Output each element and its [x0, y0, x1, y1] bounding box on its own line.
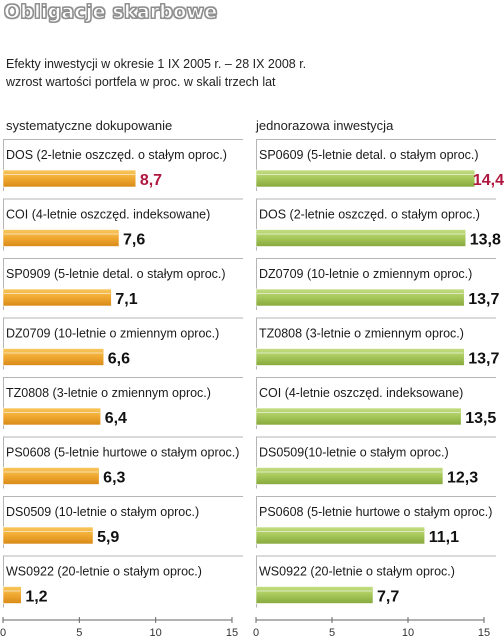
right-category-label: SP0609 (5-letnie detal. o stałym oproc.)	[259, 148, 479, 162]
right-category-label: DZ0709 (10-letnie o zmiennym oproc.)	[259, 267, 472, 281]
left-bar	[2, 288, 112, 307]
left-panel-title: systematyczne dokupowanie	[6, 118, 173, 133]
left-value-label: 7,1	[115, 291, 137, 308]
right-bar	[255, 407, 462, 426]
right-category-label: TZ0808 (3-letnie o zmiennym oproc.)	[259, 327, 464, 341]
right-category-label: WS0922 (20-letnie o stałym oproc.)	[259, 565, 455, 579]
right-value-label: 13,7	[468, 351, 499, 368]
left-x-tick-label: 10	[150, 627, 162, 639]
left-category-label: TZ0808 (3-letnie o zmiennym oproc.)	[6, 386, 211, 400]
subtitle-line-2: wzrost wartości portfela w proc. w skali…	[6, 75, 276, 89]
right-value-label: 13,8	[470, 232, 501, 249]
right-value-label: 14,4	[473, 172, 504, 189]
subtitle-line-1: Efekty inwestycji w okresie 1 IX 2005 r.…	[6, 57, 307, 71]
right-value-label: 7,7	[377, 589, 399, 606]
left-category-label: PS0608 (5-letnie hurtowe o stałym oproc.…	[6, 446, 239, 460]
right-x-tick-label: 0	[253, 627, 259, 639]
left-x-tick-label: 5	[76, 627, 82, 639]
right-category-label: PS0608 (5-letnie hurtowe o stałym oproc.…	[259, 505, 492, 519]
right-x-tick-label: 5	[329, 627, 335, 639]
right-bar	[255, 526, 426, 545]
right-category-label: DOS (2-letnie oszczęd. o stałym oproc.)	[259, 208, 480, 222]
right-value-label: 11,1	[429, 529, 459, 546]
left-bar	[2, 169, 137, 188]
left-category-label: WS0922 (20-letnie o stałym oproc.)	[6, 565, 202, 579]
right-bar	[255, 586, 374, 604]
right-category-label: COI (4-letnie oszczęd. indeksowane)	[259, 386, 463, 400]
right-value-label: 13,7	[468, 291, 499, 308]
left-value-label: 6,6	[108, 351, 130, 368]
left-category-label: SP0909 (5-letnie detal. o stałym oproc.)	[6, 267, 226, 281]
left-value-label: 7,6	[123, 232, 145, 249]
left-category-label: DZ0709 (10-letnie o zmiennym oproc.)	[6, 327, 219, 341]
right-bar	[255, 169, 476, 188]
left-chart: DOS (2-letnie oszczęd. o stałym oproc.) 8…	[0, 139, 243, 639]
left-category-label: DS0509 (10-letnie o stałym oproc.)	[6, 505, 199, 519]
right-value-label: 13,5	[465, 410, 496, 427]
right-value-label: 12,3	[447, 470, 478, 487]
right-category-label: DS0509(10-letnie o stałym oproc.)	[259, 446, 449, 460]
right-x-tick-label: 15	[478, 627, 490, 639]
right-bar	[255, 467, 444, 485]
page-title: Obligacje skarbowe	[3, 1, 218, 24]
left-x-tick-label: 15	[226, 627, 238, 639]
left-bar	[2, 229, 120, 247]
right-x-tick-label: 10	[402, 627, 414, 639]
left-value-label: 8,7	[140, 172, 162, 189]
left-value-label: 6,3	[103, 470, 125, 487]
left-bar	[2, 467, 100, 485]
right-chart: SP0609 (5-letnie detal. o stałym oproc.)…	[253, 139, 504, 639]
left-category-label: DOS (2-letnie oszczęd. o stałym oproc.)	[6, 148, 227, 162]
right-panel-title: jednorazowa inwestycja	[256, 118, 394, 133]
left-bar	[2, 348, 105, 366]
left-x-tick-label: 0	[0, 627, 6, 639]
left-bar	[2, 526, 94, 545]
right-bar	[255, 229, 467, 247]
left-value-label: 6,4	[105, 410, 127, 427]
left-value-label: 1,2	[25, 589, 47, 606]
left-value-label: 5,9	[97, 529, 119, 546]
right-bar	[255, 288, 465, 307]
left-bar	[2, 407, 102, 426]
left-bar	[2, 586, 22, 604]
right-bar	[255, 348, 465, 366]
left-category-label: COI (4-letnie oszczęd. indeksowane)	[6, 208, 210, 222]
